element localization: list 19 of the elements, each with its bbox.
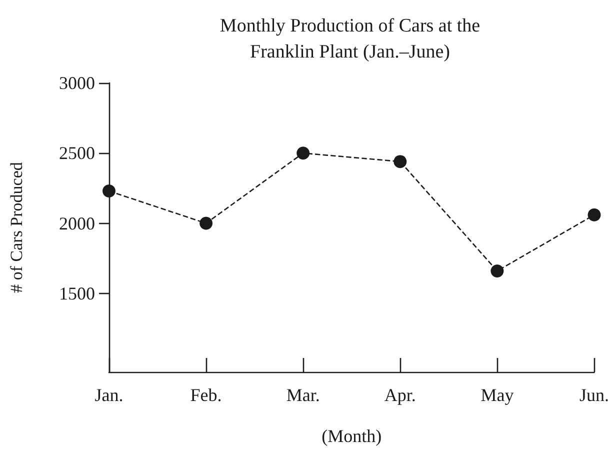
x-tick-label: Mar. <box>286 385 320 405</box>
x-axis-title: (Month) <box>322 426 382 446</box>
y-tick-label: 2500 <box>59 143 95 164</box>
x-tick-label: Jan. <box>94 385 124 405</box>
x-tick-label: Jun. <box>579 385 610 405</box>
y-axis-title: # of Cars Produced <box>7 162 26 293</box>
point <box>588 208 601 222</box>
point <box>394 155 407 168</box>
point <box>102 184 116 198</box>
y-tick-label: 1500 <box>59 283 95 304</box>
point <box>296 146 310 160</box>
chart-title: Monthly Production of Cars at the Franklin Plant (Jan.–June) <box>220 16 480 62</box>
x-tick-label: Feb. <box>190 385 222 405</box>
y-tick-label: 2000 <box>59 213 95 234</box>
x-tick-label: May <box>480 385 514 405</box>
point <box>200 216 213 230</box>
y-tick-label: 3000 <box>59 73 95 93</box>
point <box>490 264 504 278</box>
x-tick-label: Apr. <box>384 385 416 405</box>
